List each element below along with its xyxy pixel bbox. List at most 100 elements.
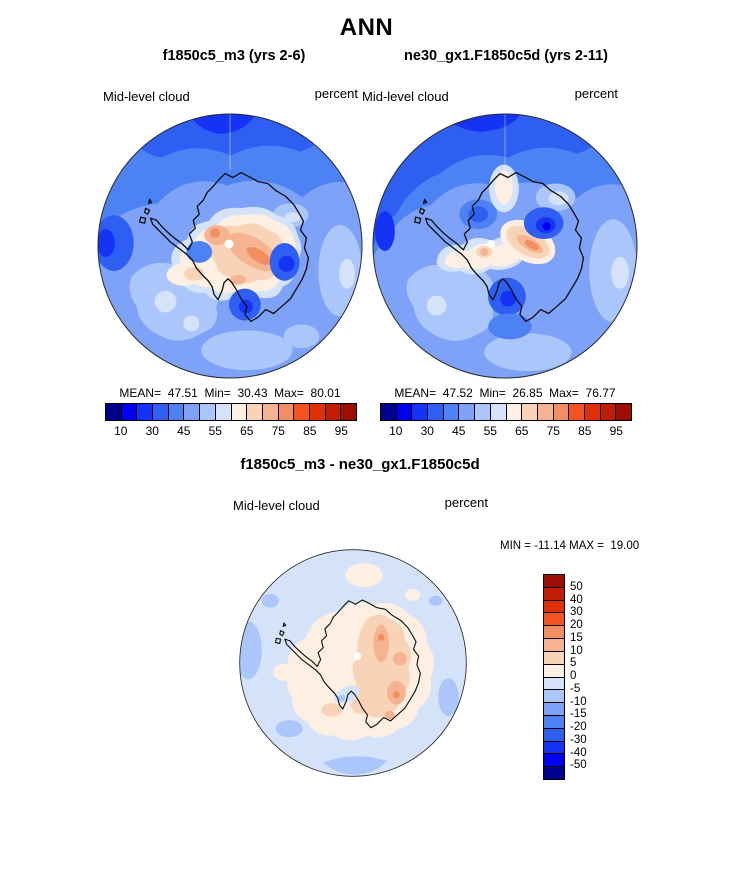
colorbar-cell [490, 404, 507, 420]
colorbar-tick-label: 30 [145, 424, 159, 438]
colorbar-cell [544, 651, 564, 665]
colorbar-cell [309, 404, 326, 420]
colorbar-tick-label: 95 [609, 424, 623, 438]
colorbar-ticks-case2: 10 30 45 55 65 75 85 95 [380, 424, 632, 438]
colorbar-tick-label: -10 [570, 695, 587, 708]
colorbar-tick-label: 65 [515, 424, 529, 438]
colorbar-cell [294, 404, 310, 420]
colorbar-tick-label: 20 [570, 619, 583, 631]
colorbar-cell [396, 404, 413, 420]
field-label-case2: Mid-level cloud [362, 89, 449, 104]
colorbar-cell [506, 404, 523, 420]
colorbar-cell [168, 404, 185, 420]
colorbar-tick-label: 40 [570, 593, 583, 606]
map-case2-antarctica [372, 113, 638, 379]
colorbar-cell [459, 404, 476, 420]
colorbar-tick-label: 30 [420, 424, 434, 438]
colorbar-tick-label: -30 [570, 733, 587, 746]
colorbar-cell [341, 404, 356, 420]
colorbar-tick-label: 45 [452, 424, 466, 438]
colorbar-ticks-case1: 10 30 45 55 65 75 85 95 [105, 424, 357, 438]
colorbar-cell [537, 404, 554, 420]
plot-title: ANN [339, 14, 394, 41]
colorbar-tick-label: 75 [546, 424, 560, 438]
colorbar-cell [200, 404, 216, 420]
colorbar-cell [544, 600, 564, 614]
colorbar-cell [544, 664, 564, 678]
colorbar-cell [475, 404, 491, 420]
colorbar-cell [121, 404, 138, 420]
colorbar-cell [278, 404, 295, 420]
colorbar-tick-label: 50 [570, 580, 583, 593]
colorbar-tick-label: -20 [570, 721, 587, 733]
colorbar-tick-label: 10 [570, 644, 583, 657]
contour-field-case2 [372, 113, 638, 379]
colorbar-cell [544, 703, 564, 716]
colorbar-cell [153, 404, 169, 420]
colorbar-tick-label: -50 [570, 759, 587, 772]
stats-case1: MEAN= 47.51 Min= 30.43 Max= 80.01 [119, 386, 341, 400]
colorbar-cell [544, 587, 564, 601]
colorbar-cell [600, 404, 617, 420]
colorbar-cell [137, 404, 154, 420]
colorbar-tick-label: 55 [208, 424, 222, 438]
colorbar-cell [106, 404, 122, 420]
colorbar-cell [262, 404, 279, 420]
colorbar-cell [522, 404, 538, 420]
colorbar-cell [544, 639, 564, 652]
map-difference-antarctica [239, 549, 467, 777]
panel-title-case2: ne30_gx1.F1850c5d (yrs 2-11) [404, 48, 608, 64]
colorbar-tick-label: 75 [271, 424, 285, 438]
field-label-difference: Mid-level cloud [233, 498, 320, 513]
colorbar-tick-label: 30 [570, 606, 583, 619]
units-label-case2: percent [574, 86, 618, 101]
contour-field-case1 [97, 113, 363, 379]
colorbar-ticks-difference: 50 40 30 20 15 10 5 0 -5 -10 -15 -20 -30 -40 -50 [570, 574, 604, 778]
south-pole-marker-difference [353, 652, 362, 661]
colorbar-tick-label: -5 [570, 682, 581, 695]
colorbar-cell [569, 404, 585, 420]
colorbar-cell [616, 404, 631, 420]
colorbar-cell [215, 404, 232, 420]
colorbar-cell [381, 404, 397, 420]
colorbar-cell [544, 575, 564, 588]
colorbar-cell [544, 690, 564, 704]
colorbar-tick-label: 85 [578, 424, 592, 438]
colorbar-cell [231, 404, 248, 420]
colorbar-tick-label: 10 [114, 424, 128, 438]
stats-case2: MEAN= 47.52 Min= 26.85 Max= 76.77 [394, 386, 616, 400]
colorbar-cell [544, 626, 564, 640]
coastline-case2 [414, 171, 585, 323]
colorbar-cell [544, 728, 564, 742]
minmax-difference: MIN = -11.14 MAX = 19.00 [500, 540, 640, 552]
colorbar-tick-label: 45 [177, 424, 191, 438]
colorbar-tick-label: -40 [570, 746, 587, 759]
contour-field-difference [239, 549, 467, 777]
colorbar-tick-label: -15 [570, 708, 587, 721]
colorbar-cell [584, 404, 601, 420]
colorbar-cell [443, 404, 460, 420]
colorbar-cell [184, 404, 201, 420]
panel-title-case1: f1850c5_m3 (yrs 2-6) [162, 48, 306, 64]
units-label-difference: percent [444, 495, 488, 510]
colorbar-tick-label: 0 [570, 670, 577, 682]
south-pole-marker-case2 [487, 240, 496, 248]
map-case1-antarctica [97, 113, 363, 379]
colorbar-cell [412, 404, 429, 420]
coastline-case1 [139, 171, 310, 323]
colorbar-cell [544, 741, 564, 755]
colorbar-tick-label: 15 [570, 631, 583, 644]
colorbar-case2 [380, 403, 632, 421]
south-pole-marker-case1 [224, 239, 234, 249]
colorbar-tick-label: 65 [240, 424, 254, 438]
units-label-case1: percent [314, 86, 358, 101]
colorbar-tick-label: 10 [389, 424, 403, 438]
colorbar-cell [553, 404, 570, 420]
colorbar-cell [544, 754, 564, 768]
colorbar-cell [428, 404, 444, 420]
colorbar-cell [544, 715, 564, 729]
colorbar-case1 [105, 403, 357, 421]
colorbar-cell [544, 767, 564, 779]
colorbar-tick-label: 95 [334, 424, 348, 438]
colorbar-tick-label: 85 [303, 424, 317, 438]
